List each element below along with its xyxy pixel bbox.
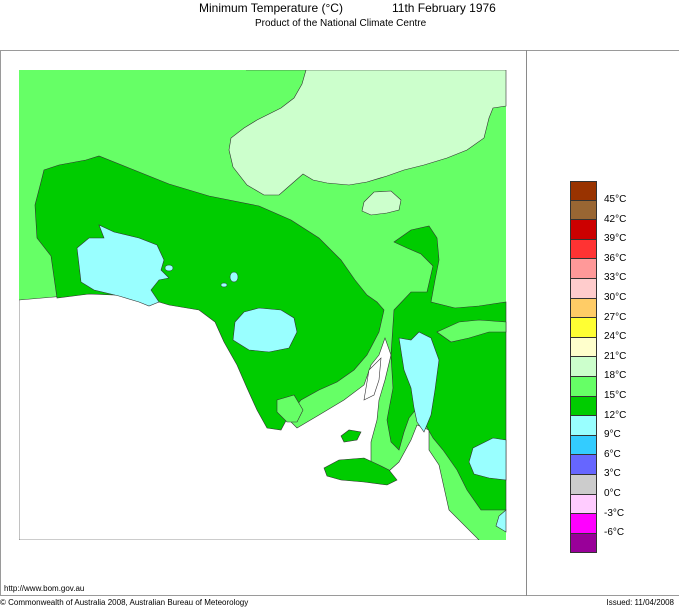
legend-label: 9°C	[604, 429, 621, 440]
legend-label: 0°C	[604, 488, 621, 499]
legend-label: 39°C	[604, 233, 627, 244]
legend-swatch	[570, 455, 597, 475]
temperature-legend: 45°C 42°C 39°C 36°C 33°C 30°C 27°C 24°C …	[570, 181, 626, 554]
temperature-map	[19, 70, 507, 540]
legend-label: -3°C	[604, 508, 625, 519]
legend-label: 3°C	[604, 468, 621, 479]
legend-swatch	[570, 533, 597, 554]
legend-label: 42°C	[604, 214, 627, 225]
legend-label: 27°C	[604, 312, 627, 323]
legend-label: 18°C	[604, 370, 627, 381]
legend-swatch	[570, 474, 597, 495]
zone-9-12-southeast-small	[495, 509, 507, 533]
legend-label: 21°C	[604, 351, 627, 362]
legend-swatch	[570, 416, 597, 436]
legend-label: 6°C	[604, 449, 621, 460]
legend-label: 15°C	[604, 390, 627, 401]
title-date: 11th February 1976	[392, 1, 496, 15]
legend-swatch	[570, 259, 597, 279]
subtitle: Product of the National Climate Centre	[255, 18, 427, 29]
legend-label: 45°C	[604, 194, 627, 205]
legend-swatch	[570, 396, 597, 417]
source-url[interactable]: http://www.bom.gov.au	[4, 584, 85, 593]
issued-date: Issued: 11/04/2008	[606, 598, 674, 607]
legend-divider	[526, 50, 527, 596]
kangaroo-island	[323, 457, 398, 486]
legend-label: 36°C	[604, 253, 627, 264]
legend-swatch	[570, 435, 597, 456]
gulf-water	[363, 357, 382, 401]
legend-swatch	[570, 239, 597, 260]
zone-18-21-patch	[361, 190, 402, 216]
legend-swatch	[570, 278, 597, 299]
legend-swatch	[570, 181, 597, 201]
legend-swatch	[570, 318, 597, 338]
zone-9-12-gulf-pocket	[232, 307, 298, 353]
legend-swatch	[570, 376, 597, 397]
legend-swatch	[570, 357, 597, 377]
legend-label: 24°C	[604, 331, 627, 342]
island-small	[340, 429, 362, 443]
legend-swatch	[570, 298, 597, 319]
legend-label: 12°C	[604, 410, 627, 421]
zone-9-12-eyre	[76, 224, 170, 307]
legend-swatch	[570, 494, 597, 515]
legend-swatch	[570, 337, 597, 358]
copyright-notice: © Commonwealth of Australia 2008, Austra…	[0, 598, 249, 607]
title-variable: Minimum Temperature (°C)	[199, 1, 343, 15]
zone-12-15-west	[34, 155, 385, 431]
zone-15-18-southeast-tongue	[436, 319, 507, 343]
map-frame	[0, 50, 679, 596]
zone-12-15-southeast	[386, 225, 507, 511]
legend-swatch	[570, 200, 597, 221]
legend-label: 33°C	[604, 272, 627, 283]
chart-title: Minimum Temperature (°C) 11th February 1…	[0, 0, 680, 20]
zone-9-12-spencer	[398, 331, 440, 433]
legend-label: -6°C	[604, 527, 625, 538]
legend-label: 30°C	[604, 292, 627, 303]
zone-15-18-yorke	[276, 394, 304, 423]
zone-18-21-north	[228, 70, 507, 196]
legend-swatch	[570, 514, 597, 534]
zone-9-12-southeast	[468, 437, 507, 481]
legend-swatch	[570, 220, 597, 240]
